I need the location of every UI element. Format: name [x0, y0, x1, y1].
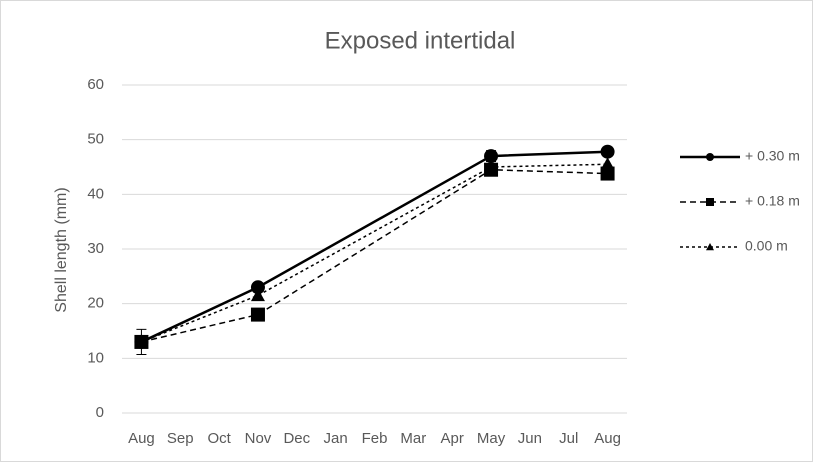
x-tick-label: Mar [400, 430, 426, 447]
series-line [140, 150, 608, 344]
x-tick-label: Sep [167, 430, 194, 447]
legend-marker [706, 153, 714, 161]
legend-marker [706, 198, 714, 206]
legend-label: 0.00 m [745, 238, 788, 254]
x-tick-label: Apr [441, 430, 464, 447]
x-tick-label: Aug [594, 430, 621, 447]
y-tick-label: 10 [87, 349, 104, 366]
data-point [600, 166, 615, 181]
y-tick-label: 0 [96, 404, 104, 421]
data-point [250, 280, 265, 295]
y-tick-label: 30 [87, 240, 104, 257]
x-tick-label: May [477, 430, 506, 447]
x-tick-label: Nov [245, 430, 272, 447]
data-point [134, 334, 149, 348]
x-tick-label: Jul [559, 430, 578, 447]
y-tick-label: 40 [87, 185, 104, 202]
y-tick-label: 60 [87, 76, 104, 93]
chart-title: Exposed intertidal [325, 27, 516, 54]
x-tick-label: Dec [283, 430, 310, 447]
data-point [484, 160, 499, 173]
data-point [250, 288, 265, 302]
series-line [141, 168, 608, 343]
x-tick-label: Jan [324, 430, 348, 447]
legend-marker [706, 243, 714, 251]
data-point [600, 144, 615, 159]
legend-label: + 0.30 m [745, 148, 800, 164]
x-tick-label: Oct [207, 430, 231, 447]
x-tick-label: Jun [518, 430, 542, 447]
data-point [250, 307, 265, 322]
x-tick-label: Feb [362, 430, 388, 447]
y-tick-label: 50 [87, 131, 104, 148]
series-line [141, 163, 608, 343]
data-point [484, 149, 499, 164]
legend-label: + 0.18 m [745, 193, 800, 209]
y-axis-label: Shell length (mm) [53, 187, 70, 312]
data-point [600, 157, 615, 170]
y-tick-label: 20 [87, 295, 104, 312]
x-tick-label: Aug [128, 430, 155, 447]
